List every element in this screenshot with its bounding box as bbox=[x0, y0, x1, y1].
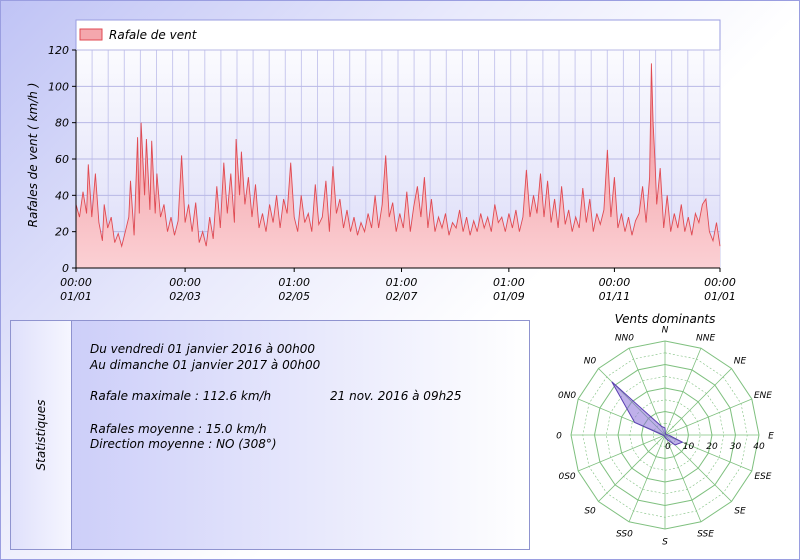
radar-spoke bbox=[628, 348, 666, 436]
stats-period-end: Au dimanche 01 janvier 2017 à 00h00 bbox=[90, 358, 321, 372]
radar-direction-label: 0S0 bbox=[558, 472, 575, 482]
statistics-sidebar: Statistiques bbox=[11, 321, 72, 549]
x-tick-date: 01/01 bbox=[60, 290, 92, 303]
radar-spoke bbox=[598, 434, 666, 502]
y-axis-label: Rafales de vent ( km/h ) bbox=[26, 83, 40, 228]
y-tick-label: 60 bbox=[55, 153, 69, 166]
radar-direction-label: N bbox=[662, 326, 669, 336]
y-tick-label: 0 bbox=[62, 262, 69, 275]
radar-radius-label: 40 bbox=[753, 442, 765, 452]
radar-series bbox=[611, 381, 684, 446]
gust-area bbox=[76, 63, 720, 269]
gust-area-chart: 02040608010012000:0001/0100:0002/0301:00… bbox=[26, 19, 736, 303]
stats-average-gust: Rafales moyenne : 15.0 km/h bbox=[90, 422, 267, 436]
radar-spoke bbox=[664, 434, 702, 522]
radar-direction-label: N0 bbox=[584, 357, 597, 367]
stats-max-gust-date: 21 nov. 2016 à 09h25 bbox=[330, 389, 462, 403]
statistics-title: Statistiques bbox=[34, 399, 48, 471]
radar-spoke bbox=[664, 398, 752, 436]
radar-spoke bbox=[578, 434, 666, 472]
radar-direction-label: SE bbox=[734, 506, 746, 516]
stats-max-gust: Rafale maximale : 112.6 km/h bbox=[90, 389, 272, 403]
radar-spoke bbox=[664, 348, 702, 436]
x-tick-date: 01/09 bbox=[493, 290, 525, 303]
y-tick-label: 40 bbox=[55, 189, 69, 202]
statistics-panel: Statistiques Du vendredi 01 janvier 2016… bbox=[10, 320, 530, 550]
x-tick-time: 00:00 bbox=[60, 276, 92, 289]
radar-ring bbox=[605, 375, 725, 495]
radar-direction-label: E bbox=[768, 432, 774, 442]
radar-radius-label: 20 bbox=[706, 442, 718, 452]
legend-label: Rafale de vent bbox=[109, 28, 198, 42]
radar-direction-label: S bbox=[662, 538, 668, 548]
radar-direction-label: NNE bbox=[696, 334, 715, 344]
y-tick-label: 100 bbox=[48, 80, 69, 93]
gust-line bbox=[75, 63, 721, 248]
x-tick-time: 00:00 bbox=[169, 276, 201, 289]
x-tick-date: 02/07 bbox=[386, 290, 418, 303]
y-tick-label: 20 bbox=[55, 226, 69, 239]
radar-direction-label: SSE bbox=[697, 529, 714, 539]
x-tick-date: 01/01 bbox=[704, 290, 736, 303]
radar-radius-label: 30 bbox=[730, 442, 742, 452]
legend-swatch bbox=[79, 28, 103, 41]
radar-direction-label: S0 bbox=[584, 506, 596, 516]
radar-radius-label: 10 bbox=[683, 442, 695, 452]
x-tick-date: 02/03 bbox=[169, 290, 201, 303]
stats-average-direction: Direction moyenne : NO (308°) bbox=[90, 437, 277, 451]
radar-radius-label: 0 bbox=[665, 442, 671, 452]
y-tick-label: 80 bbox=[55, 117, 69, 130]
x-tick-time: 01:00 bbox=[493, 276, 525, 289]
stats-period-start: Du vendredi 01 janvier 2016 à 00h00 bbox=[90, 342, 316, 356]
radar-direction-label: 0N0 bbox=[558, 391, 576, 401]
x-tick-date: 02/05 bbox=[278, 290, 310, 303]
radar-title: Vents dominants bbox=[615, 312, 716, 326]
radar-direction-label: ENE bbox=[754, 391, 772, 401]
legend-band bbox=[75, 19, 721, 51]
x-tick-time: 00:00 bbox=[704, 276, 736, 289]
x-tick-time: 01:00 bbox=[386, 276, 418, 289]
radar-direction-label: NN0 bbox=[615, 334, 634, 344]
radar-direction-label: 0 bbox=[556, 432, 562, 442]
x-tick-time: 00:00 bbox=[599, 276, 631, 289]
x-tick-date: 01/11 bbox=[599, 290, 631, 303]
radar-direction-label: NE bbox=[734, 357, 747, 367]
radar-ring bbox=[629, 399, 701, 471]
y-tick-label: 120 bbox=[48, 44, 69, 57]
x-tick-time: 01:00 bbox=[278, 276, 310, 289]
radar-direction-label: ESE bbox=[754, 472, 771, 482]
radar-spoke bbox=[628, 434, 666, 522]
radar-spoke bbox=[664, 368, 732, 436]
radar-spoke bbox=[664, 434, 732, 502]
radar-direction-label: SS0 bbox=[616, 529, 633, 539]
